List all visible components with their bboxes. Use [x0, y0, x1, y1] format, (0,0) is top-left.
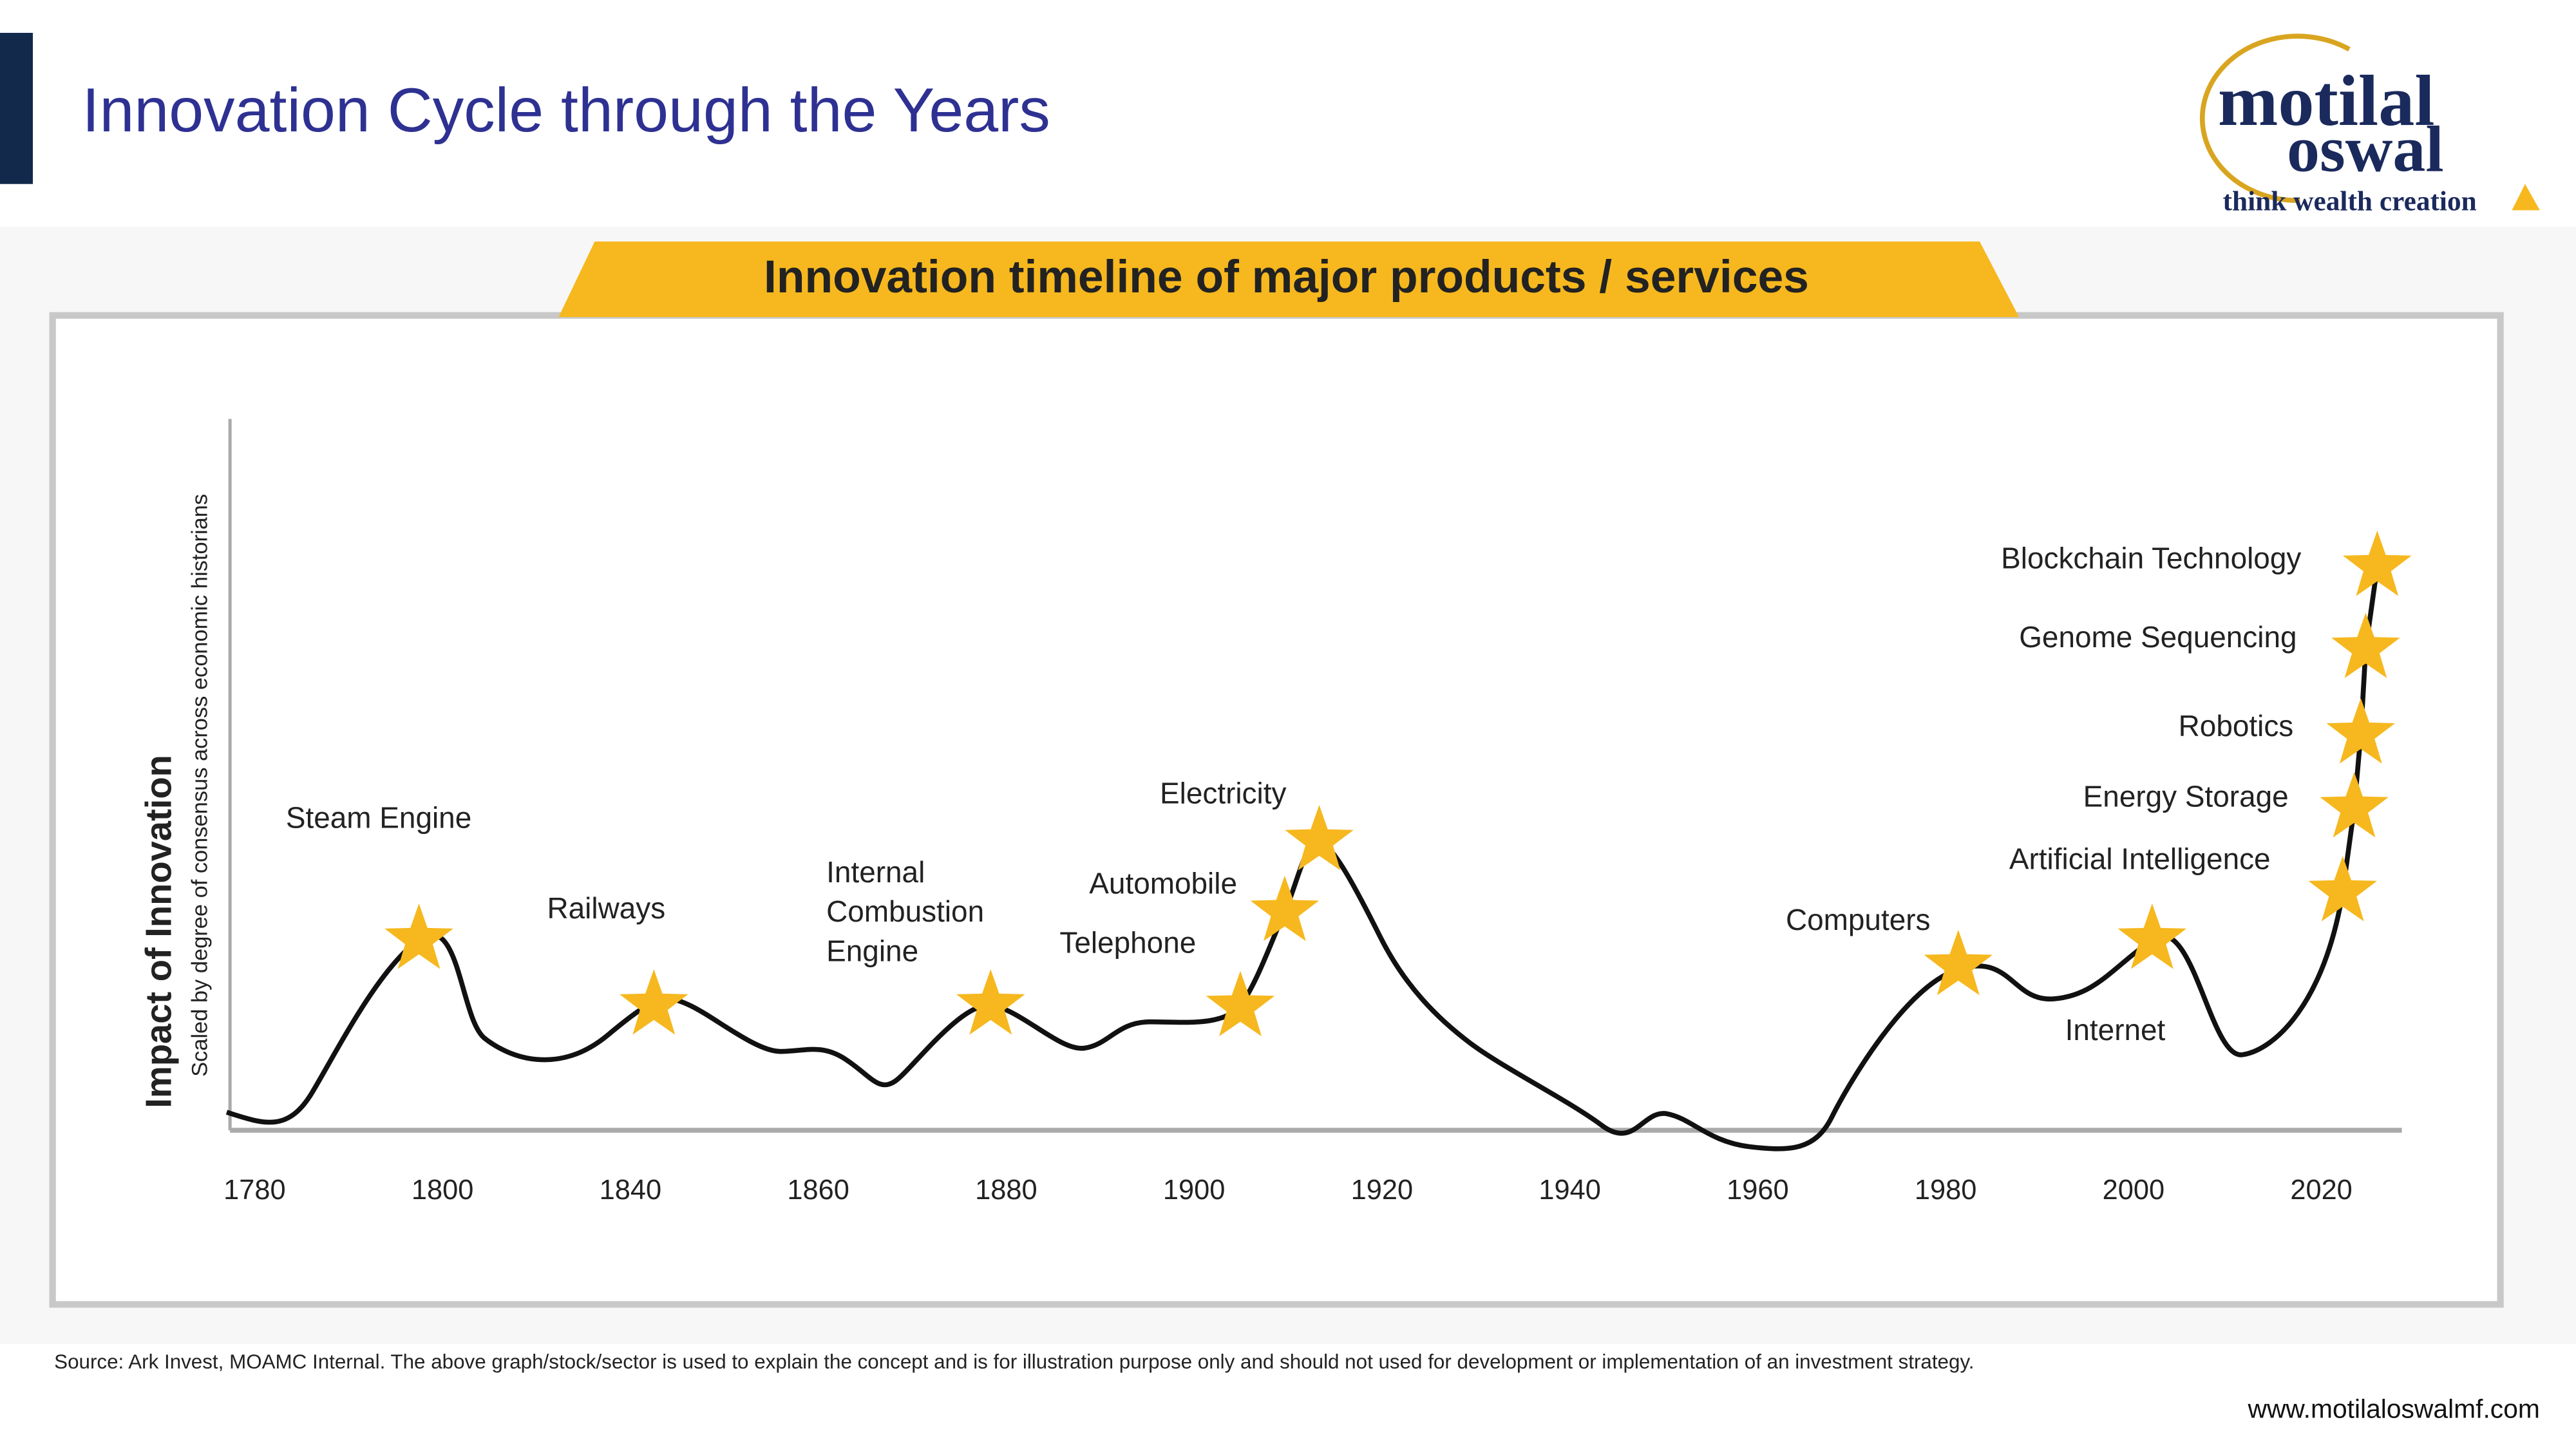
innovation-label: Genome Sequencing — [2019, 620, 2297, 654]
innovation-label: Internet — [2065, 1013, 2166, 1046]
x-tick-label: 1780 — [223, 1175, 285, 1206]
slide-title: Innovation Cycle through the Years — [82, 75, 1050, 145]
innovation-label: Steam Engine — [286, 801, 471, 835]
logo-name: motilal — [2218, 61, 2435, 141]
innovation-label: Energy Storage — [2083, 780, 2289, 813]
chart-title-banner — [558, 242, 2020, 317]
innovation-label: Railways — [547, 891, 665, 925]
innovation-label: Artificial Intelligence — [2009, 842, 2271, 875]
y-axis-sublabel: Scaled by degree of consensus across eco… — [187, 494, 212, 1077]
logo-tagline: think wealth creation — [2223, 186, 2477, 217]
logo: motilal oswal think wealth creation — [2200, 33, 2540, 217]
x-tick-label: 2000 — [2103, 1175, 2164, 1206]
x-tick-label: 1940 — [1539, 1175, 1600, 1206]
logo-mark — [2512, 184, 2540, 211]
innovation-label: Electricity — [1160, 776, 1286, 810]
innovation-label: Telephone — [1059, 926, 1196, 960]
innovation-label: Automobile — [1089, 867, 1237, 900]
title-accent — [0, 33, 33, 184]
innovation-label: Robotics — [2179, 709, 2294, 743]
x-tick-label: 1880 — [975, 1175, 1037, 1206]
x-tick-label: 1800 — [412, 1175, 473, 1206]
source-note: Source: Ark Invest, MOAMC Internal. The … — [54, 1350, 1974, 1373]
innovation-label: Internal — [826, 855, 925, 889]
logo-arc — [2200, 33, 2351, 204]
x-tick-label: 2020 — [2290, 1175, 2352, 1206]
x-tick-label: 1960 — [1727, 1175, 1788, 1206]
chart-title: Innovation timeline of major products / … — [764, 251, 1809, 303]
x-tick-label: 1840 — [600, 1175, 661, 1206]
innovation-label: Blockchain Technology — [2001, 542, 2301, 575]
x-tick-label: 1920 — [1351, 1175, 1413, 1206]
innovation-label: Engine — [826, 934, 918, 967]
logo-name: oswal — [2287, 113, 2444, 185]
x-tick-labels: 1780 1800 1840 1860 1880 1900 1920 1940 1960 1980… — [223, 1175, 2353, 1206]
x-tick-label: 1980 — [1915, 1175, 1976, 1206]
x-tick-label: 1860 — [787, 1175, 849, 1206]
innovation-label: Combustion — [826, 895, 984, 928]
innovation-label: Computers — [1786, 903, 1931, 936]
y-axis-label: Impact of Innovation — [138, 755, 178, 1108]
chart-frame — [49, 312, 2504, 1308]
website-url[interactable]: www.motilaloswalmf.com — [2247, 1394, 2539, 1424]
x-tick-label: 1900 — [1163, 1175, 1225, 1206]
